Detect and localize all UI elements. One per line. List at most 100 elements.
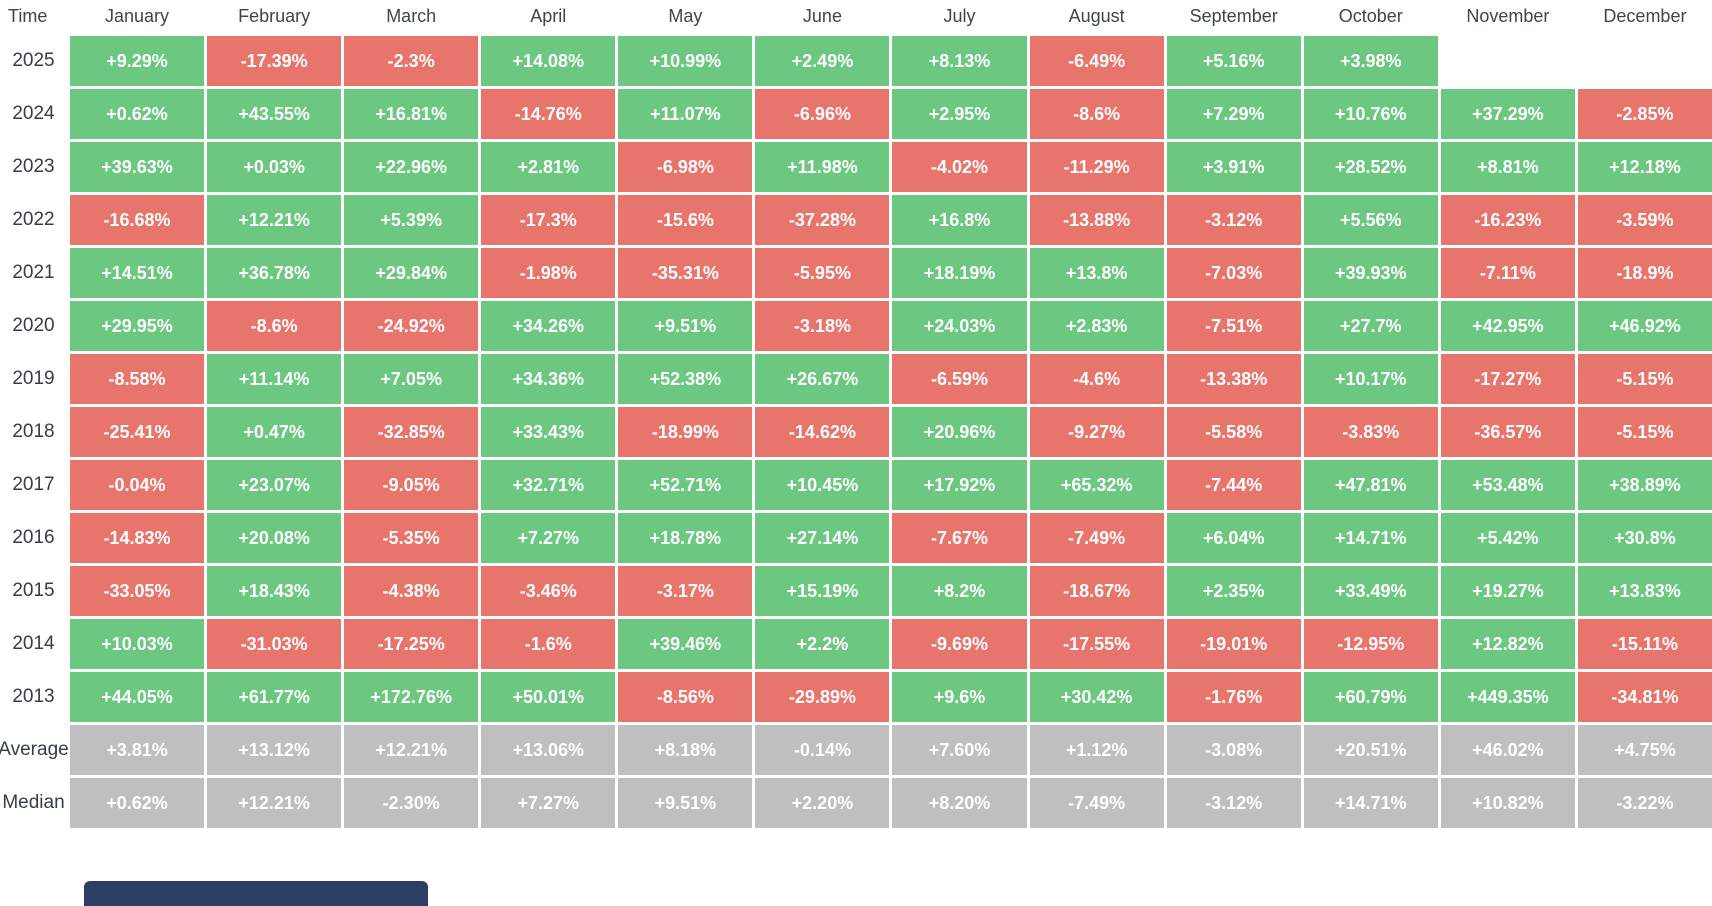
heatmap-cell: -1.76% xyxy=(1166,672,1301,722)
heatmap-cell: +14.71% xyxy=(1303,778,1438,828)
heatmap-cell: -18.9% xyxy=(1577,248,1712,298)
heatmap-cell: +19.27% xyxy=(1440,566,1575,616)
heatmap-cell: +15.19% xyxy=(755,566,890,616)
heatmap-cell: +33.43% xyxy=(481,407,616,457)
heatmap-cell: +52.38% xyxy=(618,354,753,404)
row-label: 2025 xyxy=(12,50,55,71)
row-label: 2020 xyxy=(12,315,55,336)
heatmap-cell: +34.36% xyxy=(481,354,616,404)
heatmap-cell: +0.47% xyxy=(207,407,342,457)
row-label: Average xyxy=(0,739,69,760)
heatmap-cell: +16.8% xyxy=(892,195,1027,245)
heatmap-cell: -3.17% xyxy=(618,566,753,616)
heatmap-cell: -5.15% xyxy=(1577,354,1712,404)
row-label: 2022 xyxy=(12,209,55,230)
heatmap-cell: +9.29% xyxy=(70,36,205,86)
month-header: July xyxy=(943,6,976,26)
heatmap-cell: -0.04% xyxy=(70,460,205,510)
row-label: 2018 xyxy=(12,421,55,442)
heatmap-cell: +2.2% xyxy=(755,619,890,669)
heatmap-cell: +13.8% xyxy=(1029,248,1164,298)
month-header: October xyxy=(1338,6,1403,26)
heatmap-cell: +30.42% xyxy=(1029,672,1164,722)
heatmap-cell: +7.05% xyxy=(344,354,479,404)
heatmap-cell: +46.02% xyxy=(1440,725,1575,775)
heatmap-cell: +11.07% xyxy=(618,89,753,139)
heatmap-cell: +27.14% xyxy=(755,513,890,563)
heatmap-cell: -3.12% xyxy=(1166,778,1301,828)
heatmap-cell: +27.7% xyxy=(1303,301,1438,351)
row-label: 2024 xyxy=(12,103,55,124)
heatmap-cell: -7.03% xyxy=(1166,248,1301,298)
heatmap-cell: -8.6% xyxy=(207,301,342,351)
bottom-partial-element[interactable] xyxy=(84,881,428,906)
heatmap-cell: -5.35% xyxy=(344,513,479,563)
heatmap-cell: -37.28% xyxy=(755,195,890,245)
heatmap-cell: -2.30% xyxy=(344,778,479,828)
heatmap-cell: -8.56% xyxy=(618,672,753,722)
heatmap-cell: +16.81% xyxy=(344,89,479,139)
heatmap-cell: +47.81% xyxy=(1303,460,1438,510)
heatmap-cell: +3.91% xyxy=(1166,142,1301,192)
heatmap-cell: -17.55% xyxy=(1029,619,1164,669)
heatmap-cell: -1.6% xyxy=(481,619,616,669)
month-header: November xyxy=(1466,6,1550,26)
heatmap-cell: +3.81% xyxy=(70,725,205,775)
heatmap-cell xyxy=(1578,36,1712,86)
heatmap-cell: +36.78% xyxy=(207,248,342,298)
heatmap-cell: -7.11% xyxy=(1440,248,1575,298)
heatmap-cell: +12.82% xyxy=(1440,619,1575,669)
heatmap-cell: -6.59% xyxy=(892,354,1027,404)
row-label: 2014 xyxy=(12,633,55,654)
heatmap-cell: -3.46% xyxy=(481,566,616,616)
heatmap-grid: Time January February March April May June July… xyxy=(0,6,1712,828)
heatmap-cell: +32.71% xyxy=(481,460,616,510)
month-header: March xyxy=(386,6,437,26)
heatmap-cell: -0.14% xyxy=(755,725,890,775)
heatmap-cell: -19.01% xyxy=(1166,619,1301,669)
heatmap-cell: +11.98% xyxy=(755,142,890,192)
heatmap-cell: -3.83% xyxy=(1303,407,1438,457)
heatmap-cell: +46.92% xyxy=(1577,301,1712,351)
heatmap-cell: +28.52% xyxy=(1303,142,1438,192)
heatmap-cell: +39.46% xyxy=(618,619,753,669)
heatmap-cell: +1.12% xyxy=(1029,725,1164,775)
month-header: August xyxy=(1068,6,1125,26)
heatmap-cell: -7.51% xyxy=(1166,301,1301,351)
heatmap-cell: -6.98% xyxy=(618,142,753,192)
heatmap-cell: +18.78% xyxy=(618,513,753,563)
heatmap-cell: -32.85% xyxy=(344,407,479,457)
heatmap-cell: +7.27% xyxy=(481,778,616,828)
heatmap-cell: +43.55% xyxy=(207,89,342,139)
heatmap-cell: -16.23% xyxy=(1440,195,1575,245)
heatmap-cell: +30.8% xyxy=(1577,513,1712,563)
heatmap-cell: -29.89% xyxy=(755,672,890,722)
heatmap-cell: +12.21% xyxy=(207,778,342,828)
heatmap-cell: -25.41% xyxy=(70,407,205,457)
heatmap-cell: +7.27% xyxy=(481,513,616,563)
heatmap-cell: +8.81% xyxy=(1440,142,1575,192)
heatmap-cell: +2.81% xyxy=(481,142,616,192)
heatmap-cell: -15.11% xyxy=(1577,619,1712,669)
month-header: May xyxy=(668,6,703,26)
heatmap-cell: -14.62% xyxy=(755,407,890,457)
heatmap-cell: +9.51% xyxy=(618,778,753,828)
heatmap-cell: +20.08% xyxy=(207,513,342,563)
heatmap-cell: -12.95% xyxy=(1303,619,1438,669)
heatmap-cell: +13.06% xyxy=(481,725,616,775)
heatmap-cell: +8.13% xyxy=(892,36,1027,86)
heatmap-cell: +50.01% xyxy=(481,672,616,722)
heatmap-cell: +10.17% xyxy=(1303,354,1438,404)
heatmap-cell: +12.18% xyxy=(1577,142,1712,192)
heatmap-cell: +13.12% xyxy=(207,725,342,775)
month-header: June xyxy=(802,6,842,26)
heatmap-cell: +33.49% xyxy=(1303,566,1438,616)
heatmap-cell: +26.67% xyxy=(755,354,890,404)
heatmap-cell: +9.51% xyxy=(618,301,753,351)
heatmap-cell: +0.62% xyxy=(70,89,205,139)
heatmap-cell: +10.82% xyxy=(1440,778,1575,828)
heatmap-cell: -34.81% xyxy=(1577,672,1712,722)
month-header: April xyxy=(530,6,567,26)
heatmap-cell: +52.71% xyxy=(618,460,753,510)
heatmap-cell: -36.57% xyxy=(1440,407,1575,457)
